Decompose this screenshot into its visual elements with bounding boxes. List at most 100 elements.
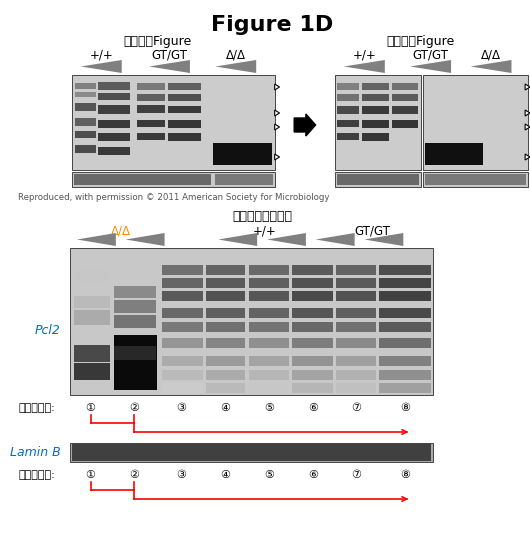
Text: ④: ④ xyxy=(220,470,230,480)
Text: 論文掛載Figure: 論文掛載Figure xyxy=(123,35,192,48)
Text: ⑧: ⑧ xyxy=(400,470,410,480)
Text: ①: ① xyxy=(85,403,95,413)
Bar xyxy=(206,291,245,301)
Bar xyxy=(292,383,333,393)
Polygon shape xyxy=(275,84,279,90)
Bar xyxy=(379,370,430,380)
Bar xyxy=(337,133,359,140)
Bar xyxy=(72,444,430,461)
Bar xyxy=(392,94,418,101)
Bar xyxy=(74,174,211,185)
Polygon shape xyxy=(275,154,279,160)
Polygon shape xyxy=(525,154,530,160)
Bar xyxy=(70,443,432,462)
Bar xyxy=(74,310,110,325)
Bar xyxy=(137,83,165,90)
Bar xyxy=(114,300,156,313)
Bar xyxy=(137,133,165,140)
Bar xyxy=(162,322,202,332)
Text: Δ/Δ: Δ/Δ xyxy=(111,224,131,237)
Text: ③: ③ xyxy=(176,470,186,480)
Bar xyxy=(215,174,273,185)
Bar xyxy=(206,383,245,393)
Bar xyxy=(167,83,201,90)
Bar xyxy=(379,308,430,318)
Bar xyxy=(423,75,528,170)
Polygon shape xyxy=(525,84,530,90)
Bar xyxy=(363,133,388,141)
Bar xyxy=(114,286,156,298)
Text: Pcl2: Pcl2 xyxy=(34,323,60,336)
Bar xyxy=(137,105,165,113)
Bar xyxy=(206,265,245,275)
Text: ⑧: ⑧ xyxy=(400,403,410,413)
Bar xyxy=(423,172,528,187)
Bar xyxy=(74,363,110,380)
Text: GT/GT: GT/GT xyxy=(152,49,188,62)
Bar xyxy=(292,322,333,332)
Text: GT/GT: GT/GT xyxy=(354,224,390,237)
Bar xyxy=(336,383,376,393)
Bar xyxy=(167,106,201,113)
Text: Δ/Δ: Δ/Δ xyxy=(226,49,246,62)
Bar xyxy=(70,248,432,395)
Text: Reproduced, with permission © 2011 American Society for Microbiology: Reproduced, with permission © 2011 Ameri… xyxy=(19,193,330,202)
Bar xyxy=(162,308,202,318)
Bar xyxy=(379,383,430,393)
Polygon shape xyxy=(410,60,451,73)
Bar xyxy=(336,356,376,366)
Bar xyxy=(99,93,130,100)
Bar xyxy=(72,172,275,187)
Text: ⑦: ⑦ xyxy=(351,470,361,480)
Text: GT/GT: GT/GT xyxy=(413,49,448,62)
Polygon shape xyxy=(275,110,279,116)
Polygon shape xyxy=(525,124,530,130)
Bar xyxy=(336,322,376,332)
Text: 訂正したFigure: 訂正したFigure xyxy=(387,35,455,48)
Bar xyxy=(336,308,376,318)
Bar xyxy=(336,265,376,275)
Polygon shape xyxy=(218,233,257,246)
Bar xyxy=(249,383,289,393)
Bar xyxy=(425,174,526,185)
Bar xyxy=(249,291,289,301)
Bar xyxy=(249,338,289,348)
Bar xyxy=(114,335,157,390)
Text: レーン番号:: レーン番号: xyxy=(19,470,55,480)
Text: ②: ② xyxy=(129,470,139,480)
Text: レーン番号:: レーン番号: xyxy=(19,403,55,413)
Text: ⑦: ⑦ xyxy=(351,403,361,413)
Bar xyxy=(336,278,376,288)
Bar xyxy=(292,265,333,275)
Bar xyxy=(162,338,202,348)
Bar xyxy=(335,172,421,187)
Bar xyxy=(75,145,96,153)
Bar xyxy=(162,278,202,288)
Bar xyxy=(337,106,359,114)
Text: ③: ③ xyxy=(176,403,186,413)
Text: ⑥: ⑥ xyxy=(308,470,319,480)
Bar xyxy=(162,265,202,275)
Bar xyxy=(99,147,130,155)
Bar xyxy=(392,106,418,114)
Bar xyxy=(206,338,245,348)
Bar xyxy=(137,120,165,127)
Bar xyxy=(249,322,289,332)
Bar xyxy=(249,308,289,318)
Polygon shape xyxy=(471,60,511,73)
Bar xyxy=(249,265,289,275)
Bar xyxy=(72,75,275,170)
Bar xyxy=(206,278,245,288)
Text: Lamin B: Lamin B xyxy=(10,446,60,459)
FancyArrow shape xyxy=(294,114,316,136)
Bar xyxy=(249,370,289,380)
Bar xyxy=(379,338,430,348)
Bar xyxy=(206,322,245,332)
Bar xyxy=(292,308,333,318)
Polygon shape xyxy=(126,233,165,246)
Bar xyxy=(337,120,359,127)
Bar xyxy=(379,356,430,366)
Text: ①: ① xyxy=(85,470,95,480)
Bar xyxy=(425,143,483,165)
Polygon shape xyxy=(364,233,403,246)
